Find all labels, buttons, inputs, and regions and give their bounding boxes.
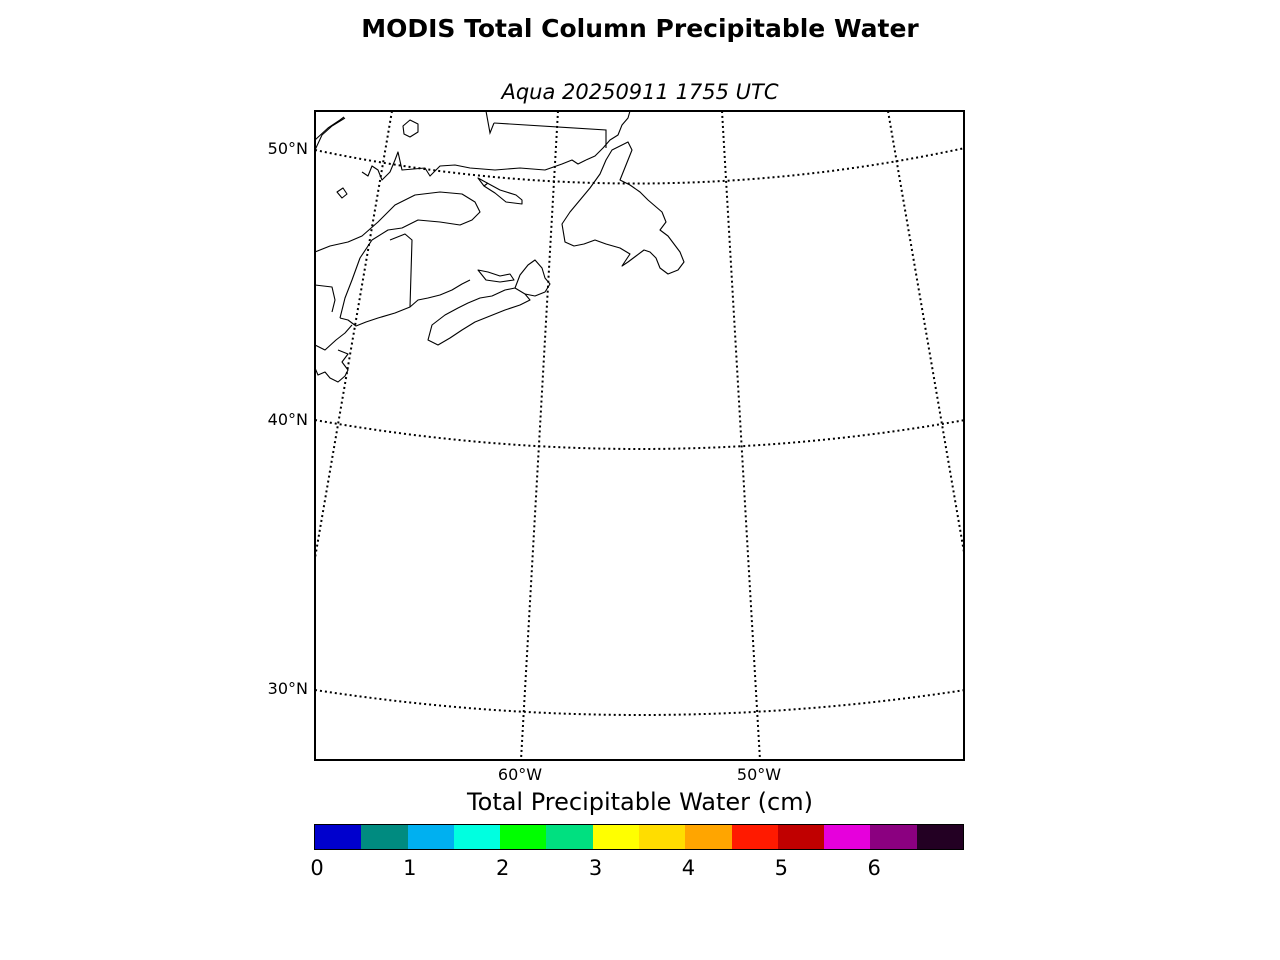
border-labrador [493,122,607,148]
lon-label-60w: 60°W [497,765,543,784]
meridian-40w [887,111,964,559]
parallel-50n [315,147,964,185]
colorbar-segment [916,825,963,849]
lat-label-30n: 30°N [267,679,308,698]
colorbar-segment [546,825,593,849]
map-frame [314,110,965,761]
border-labrador-2 [485,111,495,135]
colorbar-tick-label: 4 [681,856,696,880]
colorbar-segment [453,825,501,849]
map-title: MODIS Total Column Precipitable Water [361,14,919,43]
meridian-70w [315,111,393,559]
colorbar-tick-label: 2 [496,856,510,880]
meridian-60w [520,111,559,760]
colorbar-segment [361,825,408,849]
colorbar-segment [500,825,547,849]
colorbar-segment [685,825,732,849]
colorbar-tick-label: 1 [403,856,417,880]
lat-label-50n: 50°N [267,139,308,158]
colorbar-segment [638,825,686,849]
meridian-50w [721,111,761,760]
colorbar-tick-label: 6 [867,856,881,880]
colorbar-segment [592,825,639,849]
colorbar-title: Total Precipitable Water (cm) [467,788,813,816]
colorbar-segment [870,825,917,849]
parallel-30n [315,689,964,716]
lon-label-50w: 50°W [736,765,782,784]
colorbar-tick-label: 0 [310,856,324,880]
colorbar-segment [824,825,871,849]
map-subtitle: Aqua 20250911 1755 UTC [501,80,779,104]
colorbar-tick-label: 3 [588,856,603,880]
colorbar-segment [407,825,454,849]
colorbar-segment [777,825,825,849]
colorbar-tick-label: 5 [774,856,788,880]
lat-label-40n: 40°N [267,410,308,429]
parallel-40n [315,419,964,450]
colorbar-segment [731,825,778,849]
coastlines [315,111,685,383]
colorbar [314,824,964,850]
colorbar-segment [315,825,362,849]
